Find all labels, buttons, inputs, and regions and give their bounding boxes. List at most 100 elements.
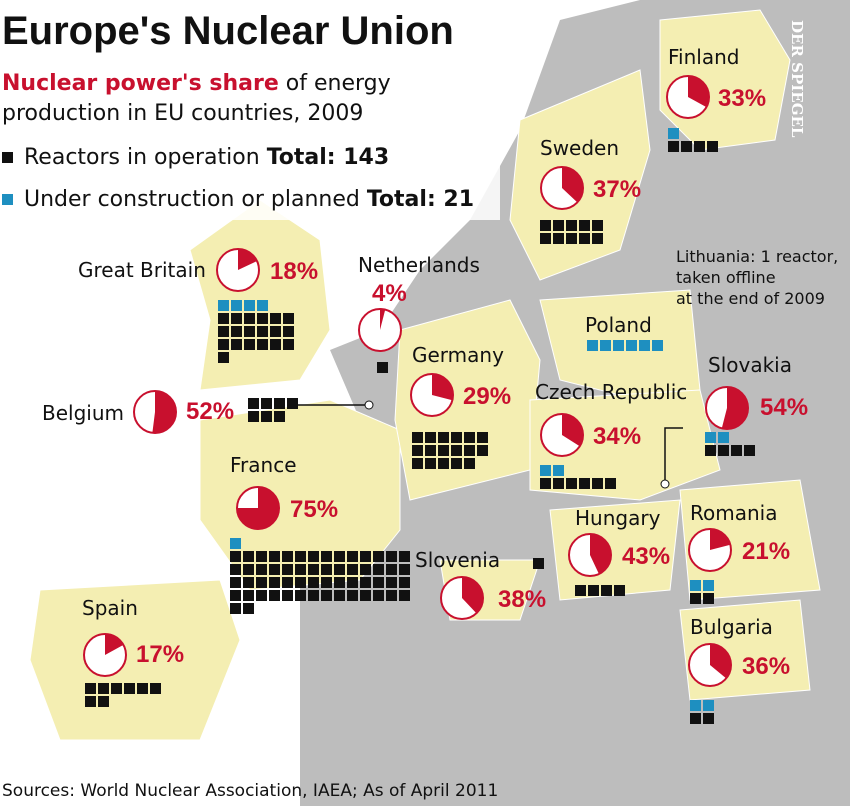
reactors-squares [540, 220, 603, 244]
reactor-square [566, 220, 577, 231]
reactor-square [377, 362, 388, 373]
leader-dot [364, 400, 374, 410]
note: taken offline [676, 268, 776, 287]
reactor-square [98, 696, 109, 707]
reactor-square [438, 445, 449, 456]
share-label: 29% [463, 383, 511, 410]
header-panel [0, 0, 500, 220]
reactor-square [257, 326, 268, 337]
reactor-square [744, 445, 755, 456]
reactor-square [690, 713, 701, 724]
reactor-square [218, 326, 229, 337]
legend-swatch [2, 194, 13, 205]
share-label: 37% [593, 176, 641, 203]
country-name: France [230, 453, 297, 477]
reactor-square [690, 593, 701, 604]
reactor-square [587, 340, 598, 351]
reactor-square [257, 313, 268, 324]
reactors-squares [690, 593, 714, 604]
reactor-square [137, 683, 148, 694]
reactor-square [360, 590, 371, 601]
reactor-square [386, 564, 397, 575]
reactor-square [244, 313, 255, 324]
reactor-square [244, 339, 255, 350]
reactor-square [386, 577, 397, 588]
reactor-square [274, 398, 285, 409]
source: Sources: World Nuclear Association, IAEA… [2, 781, 498, 801]
share-label: 33% [718, 85, 766, 112]
reactors-squares [85, 683, 161, 707]
reactors-squares [412, 432, 488, 469]
reactor-square [243, 564, 254, 575]
reactor-square [274, 411, 285, 422]
reactor-square [690, 580, 701, 591]
reactor-square [269, 551, 280, 562]
reactor-square [425, 432, 436, 443]
reactor-square [269, 590, 280, 601]
reactor-square [261, 411, 272, 422]
reactor-square [399, 577, 410, 588]
share-label: 38% [498, 586, 546, 613]
reactor-square [373, 590, 384, 601]
pie-slice [721, 386, 749, 430]
leader-line [664, 427, 683, 480]
reactor-square [399, 551, 410, 562]
reactor-square [652, 340, 663, 351]
planned-squares [230, 538, 241, 549]
reactor-square [477, 445, 488, 456]
reactor-square [270, 339, 281, 350]
country-name: Czech Republic [535, 380, 687, 404]
country-name: Slovenia [415, 548, 500, 572]
share-label: 4% [372, 280, 407, 307]
pie-slice [380, 309, 386, 330]
reactor-square [703, 700, 714, 711]
reactor-square [282, 577, 293, 588]
legend-swatch [2, 152, 13, 163]
reactors-squares [705, 445, 755, 456]
reactor-square [553, 465, 564, 476]
reactor-square [639, 340, 650, 351]
legend-label: Under construction or planned Total: 21 [24, 187, 474, 212]
reactor-square [540, 220, 551, 231]
reactor-square [412, 432, 423, 443]
reactor-square [111, 683, 122, 694]
reactor-square [347, 590, 358, 601]
country-name: Romania [690, 501, 777, 525]
reactor-square [282, 551, 293, 562]
reactor-square [231, 339, 242, 350]
reactor-square [244, 326, 255, 337]
reactor-square [85, 683, 96, 694]
reactor-square [464, 445, 475, 456]
reactor-square [690, 700, 701, 711]
share-label: 43% [622, 543, 670, 570]
reactor-square [575, 585, 586, 596]
pie-slice [710, 644, 731, 679]
legend-text: Under construction or planned [24, 187, 360, 212]
reactors-squares [218, 313, 294, 363]
reactor-square [334, 551, 345, 562]
reactor-square [256, 590, 267, 601]
country-name: Finland [668, 45, 739, 69]
reactor-square [257, 339, 268, 350]
reactor-square [540, 465, 551, 476]
reactor-square [451, 445, 462, 456]
pie-slice [562, 414, 583, 447]
share-label: 17% [136, 641, 184, 668]
reactor-square [386, 590, 397, 601]
country-name: Hungary [575, 506, 661, 530]
note: at the end of 2009 [676, 289, 825, 308]
reactor-square [218, 313, 229, 324]
reactor-square [412, 445, 423, 456]
share-label: 75% [290, 496, 338, 523]
legend-text: Reactors in operation [24, 145, 260, 170]
reactor-square [412, 458, 423, 469]
reactors-squares [377, 362, 388, 373]
country-name: Germany [412, 343, 504, 367]
subtitle: production in EU countries, 2009 [2, 101, 363, 126]
pie-slice [237, 487, 279, 529]
reactor-square [243, 590, 254, 601]
pie-slice [432, 374, 453, 401]
reactor-square [230, 590, 241, 601]
reactor-square [283, 313, 294, 324]
